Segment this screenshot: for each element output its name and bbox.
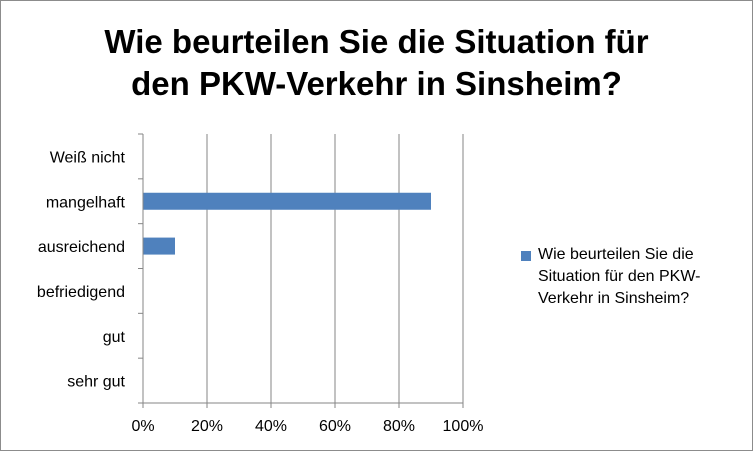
chart-title: Wie beurteilen Sie die Situation für den… <box>1 21 752 105</box>
category-labels: Weiß nicht mangelhaft ausreichend befriedig… <box>37 149 126 390</box>
x-tick-labels: 0% 20% 40% 60% 80% 100% <box>131 418 483 435</box>
x-tick-label: 100% <box>443 418 484 435</box>
category-label: ausreichend <box>38 239 125 256</box>
chart-title-line-2: den PKW-Verkehr in Sinsheim? <box>131 65 622 102</box>
axes <box>138 133 463 404</box>
bars <box>143 192 431 255</box>
category-label: mangelhaft <box>46 194 126 211</box>
category-label: gut <box>103 329 126 346</box>
x-tick-label: 20% <box>191 418 223 435</box>
category-label: befriedigend <box>37 284 125 301</box>
legend: Wie beurteilen Sie die Situation für den… <box>521 244 736 310</box>
chart-title-line-1: Wie beurteilen Sie die Situation für <box>104 23 649 60</box>
x-tick-label: 80% <box>383 418 415 435</box>
category-label: sehr gut <box>67 374 125 391</box>
category-label: Weiß nicht <box>50 149 126 166</box>
legend-label: Wie beurteilen Sie die Situation für den… <box>538 246 701 307</box>
x-tick-label: 60% <box>319 418 351 435</box>
legend-swatch <box>521 251 531 261</box>
x-tick-label: 0% <box>131 418 154 435</box>
bar <box>143 237 175 255</box>
bar <box>143 192 431 210</box>
x-tick-label: 40% <box>255 418 287 435</box>
grid-lines <box>142 134 464 408</box>
